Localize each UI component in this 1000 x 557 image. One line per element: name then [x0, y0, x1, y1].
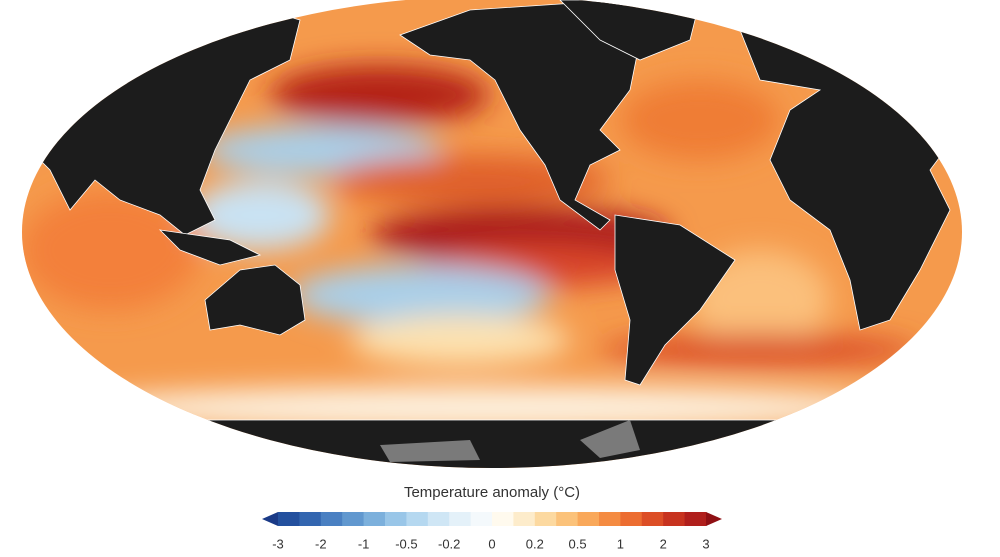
colorbar: -3 -2 -1 -0.5 -0.2 0 0.2 0.5 1 2 3 [262, 512, 722, 551]
color-bin [342, 512, 365, 526]
world-map [22, 0, 962, 468]
color-bin [620, 512, 643, 526]
color-bin [663, 512, 686, 526]
color-bin [385, 512, 407, 526]
colorbar-end [706, 512, 722, 526]
tick-label: -2 [315, 536, 327, 551]
south-america [614, 214, 736, 386]
tick-label: -3 [272, 536, 284, 551]
color-bin [599, 512, 621, 526]
color-bin [577, 512, 600, 526]
color-bin [641, 512, 664, 526]
australia [204, 264, 306, 336]
color-bin [320, 512, 343, 526]
color-bin [513, 512, 536, 526]
legend-title: Temperature anomaly (°C) [404, 484, 580, 501]
tick-label: 2 [660, 536, 667, 551]
ice-shelf [380, 420, 640, 462]
color-bin [406, 512, 429, 526]
color-bin [534, 512, 557, 526]
anomaly-field [22, 65, 920, 430]
colorbar-end [262, 512, 278, 526]
color-bin [492, 512, 514, 526]
tick-label: 0.5 [569, 536, 587, 551]
color-bin [363, 512, 386, 526]
color-bin [556, 512, 579, 526]
color-bin [278, 512, 300, 526]
tick-label: -1 [358, 536, 370, 551]
tick-label: 3 [702, 536, 709, 551]
antarctica [22, 419, 962, 468]
tick-label: -0.5 [395, 536, 417, 551]
color-bin [427, 512, 450, 526]
color-bin [449, 512, 472, 526]
tick-label: 0.2 [526, 536, 544, 551]
color-bin [684, 512, 707, 526]
indonesia [158, 229, 262, 266]
greenland [559, 0, 701, 61]
tick-label: 1 [617, 536, 624, 551]
color-bin [299, 512, 322, 526]
tick-label: -0.2 [438, 536, 460, 551]
tick-label: 0 [488, 536, 495, 551]
color-bin [470, 512, 493, 526]
